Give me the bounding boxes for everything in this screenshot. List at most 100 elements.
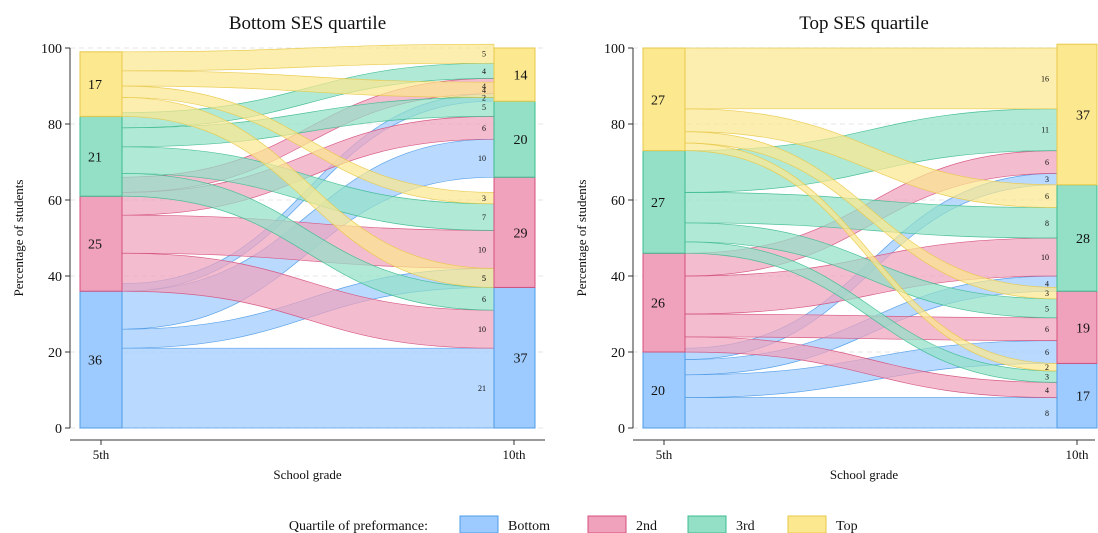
- legend-swatch-2nd: [587, 515, 627, 533]
- flow-top-to-top: [684, 47, 1058, 110]
- flow-label: 3: [1045, 289, 1049, 298]
- flow-label: 5: [482, 274, 486, 283]
- node-5th-2nd: [79, 195, 123, 292]
- y-tick-label: 20: [48, 346, 62, 361]
- node-label-10th: 14: [514, 69, 528, 84]
- y-tick-label: 100: [41, 42, 62, 57]
- legend-swatch-top: [787, 515, 827, 533]
- node-label-10th: 17: [1076, 390, 1090, 405]
- flows: [121, 43, 495, 429]
- panel-bottom-ses: 36 37252921201714211065510731065424450204…: [11, 13, 545, 482]
- y-tick-label: 60: [48, 194, 62, 209]
- node-10th-3rd: [493, 100, 536, 178]
- x-tick-label: 10th: [502, 447, 526, 462]
- y-tick-label: 60: [611, 194, 625, 209]
- node-label-10th: 37: [514, 352, 528, 367]
- node-label-5th: 36: [88, 354, 102, 369]
- legend: Quartile of preformance: Bottom 2nd 3rd Top: [289, 515, 858, 533]
- y-tick-label: 100: [604, 42, 625, 57]
- flow-label: 4: [1045, 280, 1049, 289]
- flow-label: 5: [482, 274, 486, 283]
- nodes: [642, 43, 1098, 429]
- flow-label: 6: [482, 295, 486, 304]
- node-label-10th: 20: [514, 133, 528, 148]
- chart-title: Top SES quartile: [799, 13, 929, 34]
- x-tick-label: 10th: [1065, 447, 1089, 462]
- node-5th-bottom: [79, 290, 123, 429]
- flow-label: 5: [482, 50, 486, 59]
- flow-label: 8: [1045, 219, 1049, 228]
- flow-label: 4: [482, 82, 486, 91]
- node-5th-bottom: [642, 351, 686, 429]
- node-label-5th: 21: [88, 150, 102, 165]
- nodes: [79, 47, 536, 429]
- flow-label: 10: [478, 154, 486, 163]
- x-tick-label: 5th: [93, 447, 110, 462]
- flow-label: 3: [1045, 175, 1049, 184]
- flow-label: 6: [1045, 192, 1049, 201]
- flow-label: 10: [478, 245, 486, 254]
- legend-swatch-bottom: [459, 515, 499, 533]
- node-label-10th: 29: [514, 226, 528, 241]
- y-axis-title: Percentage of students: [11, 180, 26, 297]
- flow-label: 11: [1041, 126, 1049, 135]
- y-tick-label: 0: [618, 422, 625, 437]
- flow-label: 10: [1041, 253, 1049, 262]
- flow-label: 10: [478, 325, 486, 334]
- flow-label: 4: [482, 86, 486, 95]
- node-label-5th: 27: [651, 93, 665, 108]
- y-tick-label: 80: [611, 118, 625, 133]
- node-label-5th: 27: [651, 196, 665, 211]
- node-label-5th: 17: [88, 78, 102, 93]
- node-label-10th: 28: [1076, 232, 1090, 247]
- y-tick-label: 0: [55, 422, 62, 437]
- node-10th-3rd: [1056, 184, 1098, 292]
- legend-label-3rd: 3rd: [736, 519, 755, 533]
- flows: [684, 47, 1058, 429]
- node-label-5th: 25: [88, 238, 102, 253]
- flow-label: 3: [482, 194, 486, 203]
- node-10th-top: [1056, 43, 1098, 186]
- legend-label-top: Top: [836, 519, 858, 533]
- flow-label: 2: [1045, 363, 1049, 372]
- legend-label-bottom: Bottom: [508, 519, 550, 533]
- y-tick-label: 40: [48, 270, 62, 285]
- y-axis-title: Percentage of students: [574, 180, 589, 297]
- node-label-10th: 37: [1076, 109, 1090, 124]
- flow-label: 7: [482, 213, 486, 222]
- flow-label: 16: [1041, 74, 1049, 83]
- chart-title: Bottom SES quartile: [229, 13, 386, 34]
- panel-top-ses: 20 17261927282737843266534108636111602040…: [574, 13, 1098, 482]
- flow-label: 2: [482, 93, 486, 102]
- node-label-10th: 19: [1076, 321, 1090, 336]
- legend-label-2nd: 2nd: [636, 519, 657, 533]
- node-10th-bottom: [1056, 362, 1098, 429]
- node-10th-2nd: [1056, 290, 1098, 364]
- node-5th-top: [79, 51, 123, 117]
- legend-swatch-3rd: [687, 515, 727, 533]
- flow-label: 6: [1045, 325, 1049, 334]
- flow-label: 6: [1045, 348, 1049, 357]
- flow-label: 5: [482, 103, 486, 112]
- node-10th-top: [493, 47, 536, 102]
- flow-bottom-to-bottom: [121, 347, 495, 429]
- legend-title: Quartile of preformance:: [289, 519, 428, 533]
- x-tick-label: 5th: [656, 447, 673, 462]
- y-tick-label: 80: [48, 118, 62, 133]
- node-label-5th: 26: [651, 297, 665, 312]
- node-10th-bottom: [493, 286, 536, 429]
- node-5th-2nd: [642, 252, 686, 353]
- flow-label: 21: [478, 384, 486, 393]
- x-axis-title: School grade: [830, 467, 898, 482]
- flow-label: 5: [1045, 304, 1049, 313]
- node-5th-top: [642, 47, 686, 152]
- y-tick-label: 20: [611, 346, 625, 361]
- node-10th-2nd: [493, 176, 536, 288]
- flow-label: 8: [1045, 409, 1049, 418]
- flow-label: 4: [1045, 386, 1049, 395]
- flow-label: 4: [482, 67, 486, 76]
- node-label-5th: 20: [651, 384, 665, 399]
- flow-label: 6: [1045, 158, 1049, 167]
- flow-label: 3: [1045, 373, 1049, 382]
